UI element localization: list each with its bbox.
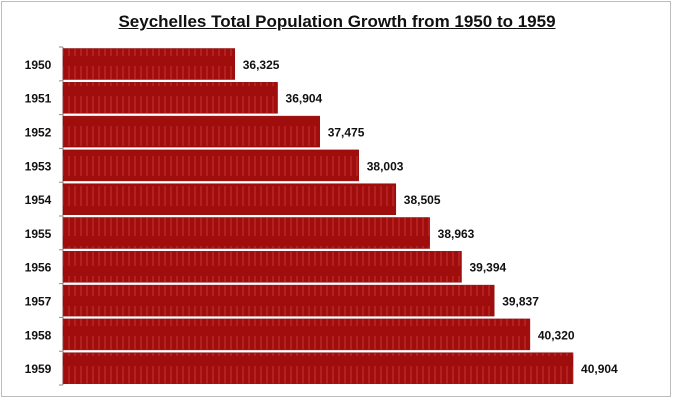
data-label: 39,837 xyxy=(502,295,539,309)
bar xyxy=(62,284,495,317)
y-tick-label: 1950 xyxy=(25,58,52,72)
data-label: 38,003 xyxy=(367,159,404,173)
bar xyxy=(62,352,574,384)
bar xyxy=(62,115,320,148)
data-label: 38,963 xyxy=(438,227,475,241)
data-label: 40,904 xyxy=(581,362,618,376)
y-tick-label: 1958 xyxy=(25,328,52,342)
bar xyxy=(62,217,430,249)
y-tick-label: 1959 xyxy=(25,362,52,376)
bar xyxy=(62,48,236,80)
data-label: 36,325 xyxy=(243,58,280,72)
data-label: 40,320 xyxy=(538,328,575,342)
bar xyxy=(62,149,359,182)
y-tick-label: 1952 xyxy=(25,126,52,140)
y-tick-label: 1951 xyxy=(25,92,52,106)
bar xyxy=(62,318,531,351)
data-label: 39,394 xyxy=(469,261,506,275)
bar xyxy=(62,183,397,215)
y-tick-label: 1953 xyxy=(25,159,52,173)
y-tick-label: 1957 xyxy=(25,295,52,309)
y-tick-label: 1955 xyxy=(25,227,52,241)
bar xyxy=(62,251,462,283)
data-label: 37,475 xyxy=(328,126,365,140)
data-label: 38,505 xyxy=(404,193,441,207)
y-tick-label: 1956 xyxy=(25,261,52,275)
chart-title: Seychelles Total Population Growth from … xyxy=(118,12,556,31)
bar xyxy=(62,82,278,114)
data-label: 36,904 xyxy=(286,92,323,106)
y-tick-label: 1954 xyxy=(25,193,52,207)
